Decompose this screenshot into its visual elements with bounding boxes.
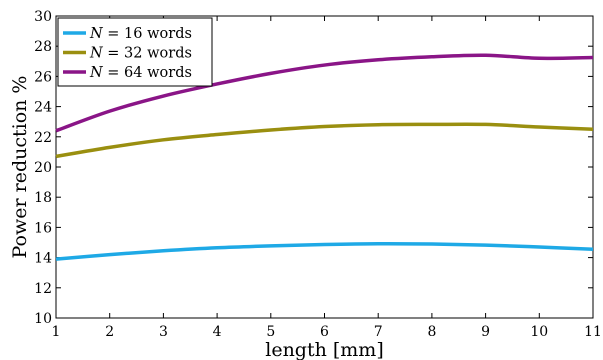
x-tick-label: 9 [481, 324, 490, 340]
y-axis-title: Power reduction % [9, 76, 31, 259]
series-line-1 [55, 241, 594, 261]
x-tick-label: 11 [584, 324, 602, 340]
x-tick-label: 5 [266, 324, 275, 340]
y-tick-label: 20 [34, 160, 52, 176]
legend-label-1: N = 16 words [89, 26, 192, 42]
x-tick-label: 1 [52, 324, 61, 340]
x-axis-title: length [mm] [265, 339, 384, 360]
series-line-3 [55, 53, 594, 133]
y-tick-label: 16 [34, 220, 52, 236]
x-tick-label: 8 [427, 324, 436, 340]
legend-value: = 64 words [103, 65, 192, 81]
y-tick-label: 12 [34, 281, 52, 297]
series-line-2 [55, 122, 594, 159]
legend-value: = 16 words [103, 26, 192, 42]
legend-value: = 32 words [103, 46, 192, 62]
x-tick-label: 4 [213, 324, 222, 340]
x-tick-label: 2 [105, 324, 114, 340]
legend-label-2: N = 32 words [89, 46, 192, 62]
y-tick-label: 18 [34, 190, 52, 206]
y-tick-label: 26 [34, 69, 52, 85]
y-tick-label: 10 [34, 311, 52, 327]
y-tick-label: 14 [34, 251, 52, 267]
y-tick-label: 30 [34, 9, 52, 25]
legend-label-3: N = 64 words [89, 65, 192, 81]
x-tick-label: 6 [320, 324, 329, 340]
legend-variable: N [89, 46, 104, 62]
x-tick-label: 3 [159, 324, 168, 340]
x-tick-label: 10 [530, 324, 548, 340]
y-tick-label: 24 [34, 100, 52, 116]
legend-variable: N [89, 26, 104, 42]
x-tick-label: 7 [374, 324, 383, 340]
legend-variable: N [89, 65, 104, 81]
y-tick-label: 22 [34, 130, 52, 146]
y-tick-label: 28 [34, 39, 52, 55]
series-lines [55, 53, 594, 261]
